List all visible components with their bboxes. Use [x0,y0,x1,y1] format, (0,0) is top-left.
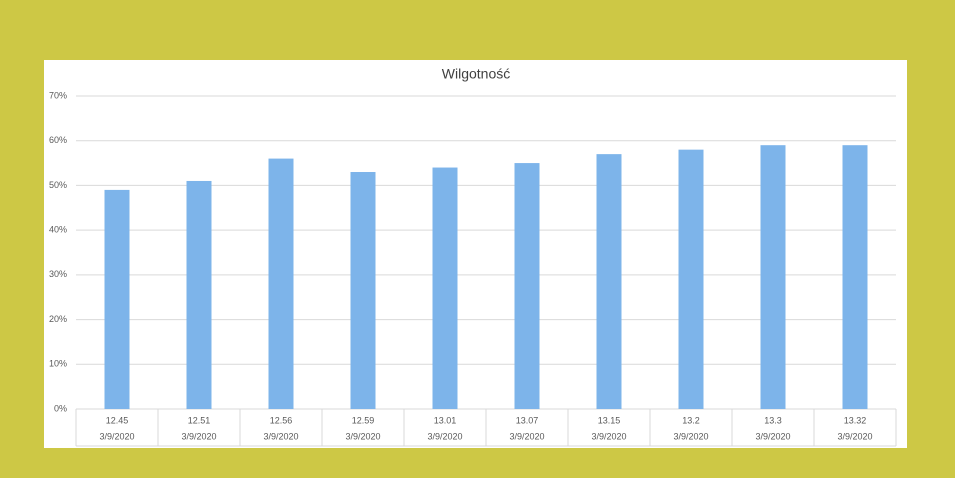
chart-title: Wilgotność [442,66,510,82]
y-tick-label: 50% [49,180,67,190]
bar [760,145,786,409]
bar [350,172,376,409]
bar [432,167,458,409]
x-tick-label: 13.32 [844,415,867,425]
x-tick-label: 13.3 [764,415,782,425]
bar [678,149,704,409]
y-tick-label: 20% [49,314,67,324]
x-tick-label: 13.15 [598,415,621,425]
y-tick-label: 70% [49,90,67,100]
bar [842,145,868,409]
bar [596,154,622,409]
y-tick-label: 10% [49,359,67,369]
x-date-label: 3/9/2020 [591,431,626,441]
y-tick-label: 30% [49,269,67,279]
x-date-label: 3/9/2020 [837,431,872,441]
x-date-label: 3/9/2020 [263,431,298,441]
bar [514,163,540,409]
x-tick-label: 13.2 [682,415,700,425]
x-date-label: 3/9/2020 [673,431,708,441]
y-tick-label: 60% [49,135,67,145]
bar [104,189,130,409]
bar [186,180,212,409]
x-tick-label: 12.45 [106,415,129,425]
x-tick-label: 12.51 [188,415,211,425]
x-date-label: 3/9/2020 [99,431,134,441]
x-date-label: 3/9/2020 [345,431,380,441]
x-tick-label: 12.59 [352,415,375,425]
x-tick-label: 13.07 [516,415,539,425]
x-date-label: 3/9/2020 [427,431,462,441]
x-tick-label: 13.01 [434,415,457,425]
x-date-label: 3/9/2020 [755,431,790,441]
y-tick-label: 40% [49,225,67,235]
x-tick-label: 12.56 [270,415,293,425]
x-date-label: 3/9/2020 [181,431,216,441]
x-date-label: 3/9/2020 [509,431,544,441]
bar [268,158,294,409]
y-tick-label: 0% [54,403,67,413]
